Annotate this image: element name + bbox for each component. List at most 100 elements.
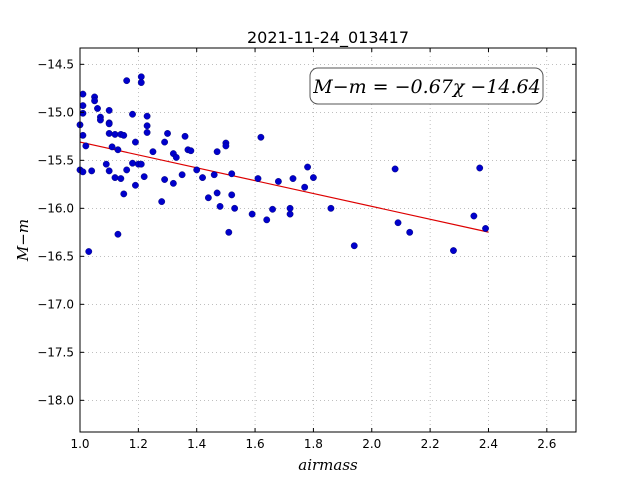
x-tick-label: 2.0: [362, 437, 381, 451]
x-tick-label: 1.2: [129, 437, 148, 451]
data-point: [143, 129, 151, 136]
data-point: [149, 148, 157, 156]
y-tick-label: −17.5: [37, 345, 74, 359]
data-point: [111, 174, 119, 182]
y-axis-label: M−m: [14, 219, 32, 262]
data-point: [114, 146, 122, 154]
data-point: [225, 228, 233, 236]
data-point: [79, 90, 87, 98]
data-point: [257, 133, 265, 141]
data-point: [178, 171, 186, 179]
y-tick-label: −18.0: [37, 393, 74, 407]
data-point: [88, 167, 96, 175]
data-point: [327, 204, 335, 212]
data-point: [164, 130, 171, 137]
axis-ticks: 1.0 1.2 1.4 1.6 1.8 2.0 2.2 2.4 2.6 −14.5 −15.0 −15…: [37, 48, 576, 451]
data-point: [120, 131, 128, 139]
data-point: [102, 160, 110, 168]
data-point: [172, 154, 180, 161]
plot-frame: [79, 47, 577, 433]
data-point: [181, 132, 189, 140]
data-point: [137, 79, 145, 86]
data-point: [450, 247, 457, 254]
data-point: [123, 77, 131, 85]
x-tick-label: 1.0: [70, 437, 89, 451]
data-point: [406, 228, 414, 236]
data-point: [105, 107, 113, 114]
data-point: [193, 166, 201, 174]
fit-equation: M−m = −0.67χ −14.64: [312, 76, 540, 98]
data-point: [248, 210, 256, 218]
x-tick-label: 2.6: [537, 437, 556, 451]
data-point: [301, 183, 309, 191]
data-point: [391, 165, 399, 173]
data-point: [79, 131, 87, 139]
data-point: [117, 175, 125, 182]
grid: [79, 48, 576, 432]
data-point: [286, 204, 294, 212]
data-point: [222, 142, 230, 150]
data-point: [97, 116, 104, 124]
data-point: [161, 138, 169, 146]
data-point: [158, 198, 166, 206]
data-point: [213, 189, 221, 197]
data-point: [94, 105, 101, 112]
y-tick-label: −16.0: [37, 201, 74, 215]
data-point: [289, 175, 297, 182]
data-point: [228, 191, 236, 199]
chart-title: 2021-11-24_013417: [247, 28, 409, 48]
data-point: [129, 159, 136, 167]
data-point: [105, 120, 113, 128]
data-point: [470, 212, 478, 220]
data-point: [105, 130, 113, 137]
data-point: [231, 204, 239, 212]
x-tick-label: 1.6: [246, 437, 265, 451]
data-point: [187, 147, 195, 155]
fit-line: [79, 141, 489, 233]
y-tick-label: −16.5: [37, 249, 74, 263]
data-point: [254, 175, 262, 182]
data-point: [286, 210, 294, 218]
data-point: [210, 171, 218, 179]
data-point: [132, 138, 139, 146]
data-point: [91, 97, 98, 105]
y-tick-label: −17.0: [37, 297, 74, 311]
data-point: [143, 112, 151, 120]
data-point: [143, 122, 151, 130]
data-point: [105, 167, 113, 175]
data-point: [79, 109, 87, 117]
x-tick-label: 1.8: [304, 437, 323, 451]
data-point: [476, 164, 484, 172]
data-points: [76, 73, 489, 255]
data-point: [310, 174, 317, 182]
data-point: [269, 205, 276, 213]
y-tick-label: −15.0: [37, 105, 74, 119]
data-point: [123, 166, 131, 174]
data-point: [79, 102, 87, 110]
data-point: [161, 176, 169, 183]
y-tick-label: −14.5: [37, 57, 74, 71]
x-tick-label: 2.2: [421, 437, 440, 451]
x-axis-label: airmass: [298, 456, 358, 474]
data-point: [482, 225, 489, 232]
data-point: [108, 143, 116, 151]
data-point: [129, 110, 136, 118]
data-point: [114, 230, 122, 238]
data-point: [82, 142, 90, 150]
data-point: [140, 173, 148, 181]
x-tick-label: 1.4: [187, 437, 206, 451]
y-tick-label: −15.5: [37, 153, 74, 167]
x-tick-label: 2.4: [479, 437, 498, 451]
data-point: [216, 202, 224, 210]
data-point: [111, 130, 119, 138]
data-point: [304, 163, 311, 171]
data-point: [263, 216, 271, 224]
data-point: [169, 179, 177, 187]
fit-line-layer: [79, 141, 489, 233]
data-point: [79, 168, 87, 176]
fit-equation-frame: [309, 67, 544, 105]
data-point: [228, 170, 236, 178]
data-point: [274, 178, 282, 185]
data-point: [199, 174, 206, 182]
